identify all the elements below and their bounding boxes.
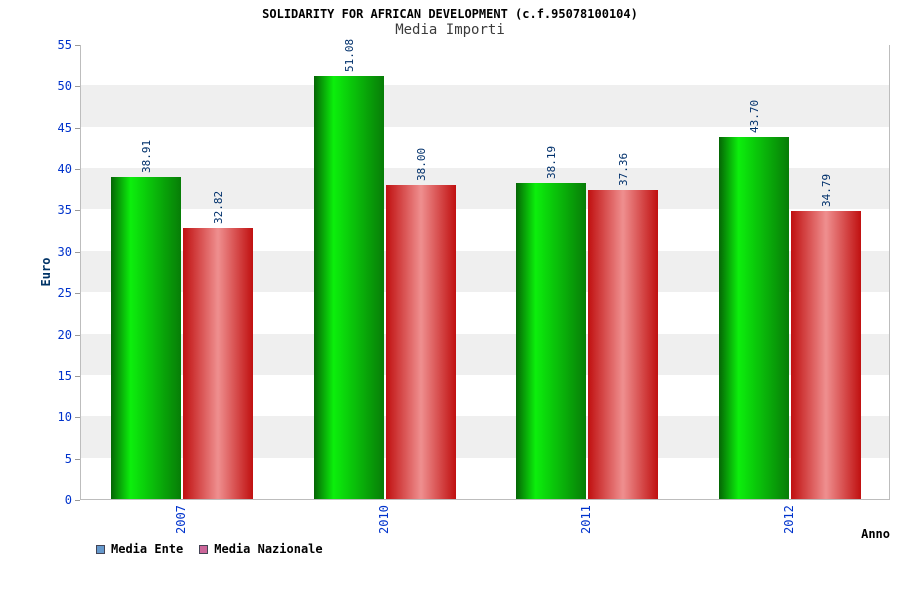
y-tick-label: 0 [64,493,72,507]
y-tick-label: 35 [57,203,72,218]
bar-value-label: 43.70 [747,100,761,134]
y-tick-mark [75,169,80,171]
bar-media-nazionale-2010 [385,184,456,499]
bar-media-nazionale-2007 [183,227,254,499]
x-axis-title: Anno [861,527,890,541]
chart-title: SOLIDARITY FOR AFRICAN DEVELOPMENT (c.f.… [262,7,638,21]
legend-label: Media Ente [111,542,184,556]
bar-value-label: 37.36 [617,152,631,186]
y-tick-label: 30 [57,244,72,259]
y-tick-label: 10 [57,410,72,425]
y-tick-label: 15 [57,368,72,383]
y-tick-mark [75,417,80,419]
x-tick-label: 2007 [174,505,189,534]
legend: Media Ente Media Nazionale [96,541,323,557]
y-tick-mark [75,210,80,212]
y-tick-label: 5 [64,451,72,466]
y-tick-mark [75,293,80,295]
bar-value-label: 38.00 [414,147,428,181]
y-tick-mark [75,251,80,253]
y-tick-label: 20 [57,327,72,342]
y-tick-label: 25 [57,286,72,301]
bar-value-label: 34.79 [819,174,833,208]
y-tick-label: 40 [57,162,72,177]
y-tick-mark [75,45,80,46]
grid-band [81,44,889,86]
legend-item-media-ente: Media Ente [96,542,183,556]
bar-media-ente-2007 [111,177,182,499]
legend-swatch-icon [199,544,209,554]
plot-area: 38.91 32.82 51.08 38.00 38.19 37.36 43.70 34.79 [80,39,890,500]
y-tick-mark [75,375,80,377]
bar-media-nazionale-2011 [588,189,659,499]
y-tick-mark [75,86,80,88]
y-tick-label: 45 [57,120,72,135]
bar-value-label: 38.91 [140,139,154,174]
grid-band [81,85,889,127]
bar-value-label: 38.19 [545,145,559,180]
y-tick-mark [75,334,80,336]
x-tick-label: 2012 [781,505,796,534]
x-tick-label: 2011 [579,505,594,534]
bar-value-label: 51.08 [342,39,356,73]
y-tick-mark [75,127,80,129]
bar-media-ente-2012 [718,137,789,499]
legend-swatch-icon [96,544,105,554]
y-axis-title: Euro [39,257,53,287]
y-tick-mark [75,500,80,501]
y-tick-label: 55 [57,38,72,52]
y-tick-label: 50 [57,79,72,94]
bar-media-ente-2010 [313,76,384,499]
bar-value-label: 32.82 [212,190,226,224]
bar-media-nazionale-2012 [790,211,861,499]
legend-item-media-nazionale: Media Nazionale [199,542,323,556]
x-tick-label: 2010 [376,505,391,534]
chart-subtitle: Media Importi [395,22,505,38]
y-tick-mark [75,458,80,460]
legend-label: Media Nazionale [214,542,323,556]
bar-media-ente-2011 [516,183,587,499]
